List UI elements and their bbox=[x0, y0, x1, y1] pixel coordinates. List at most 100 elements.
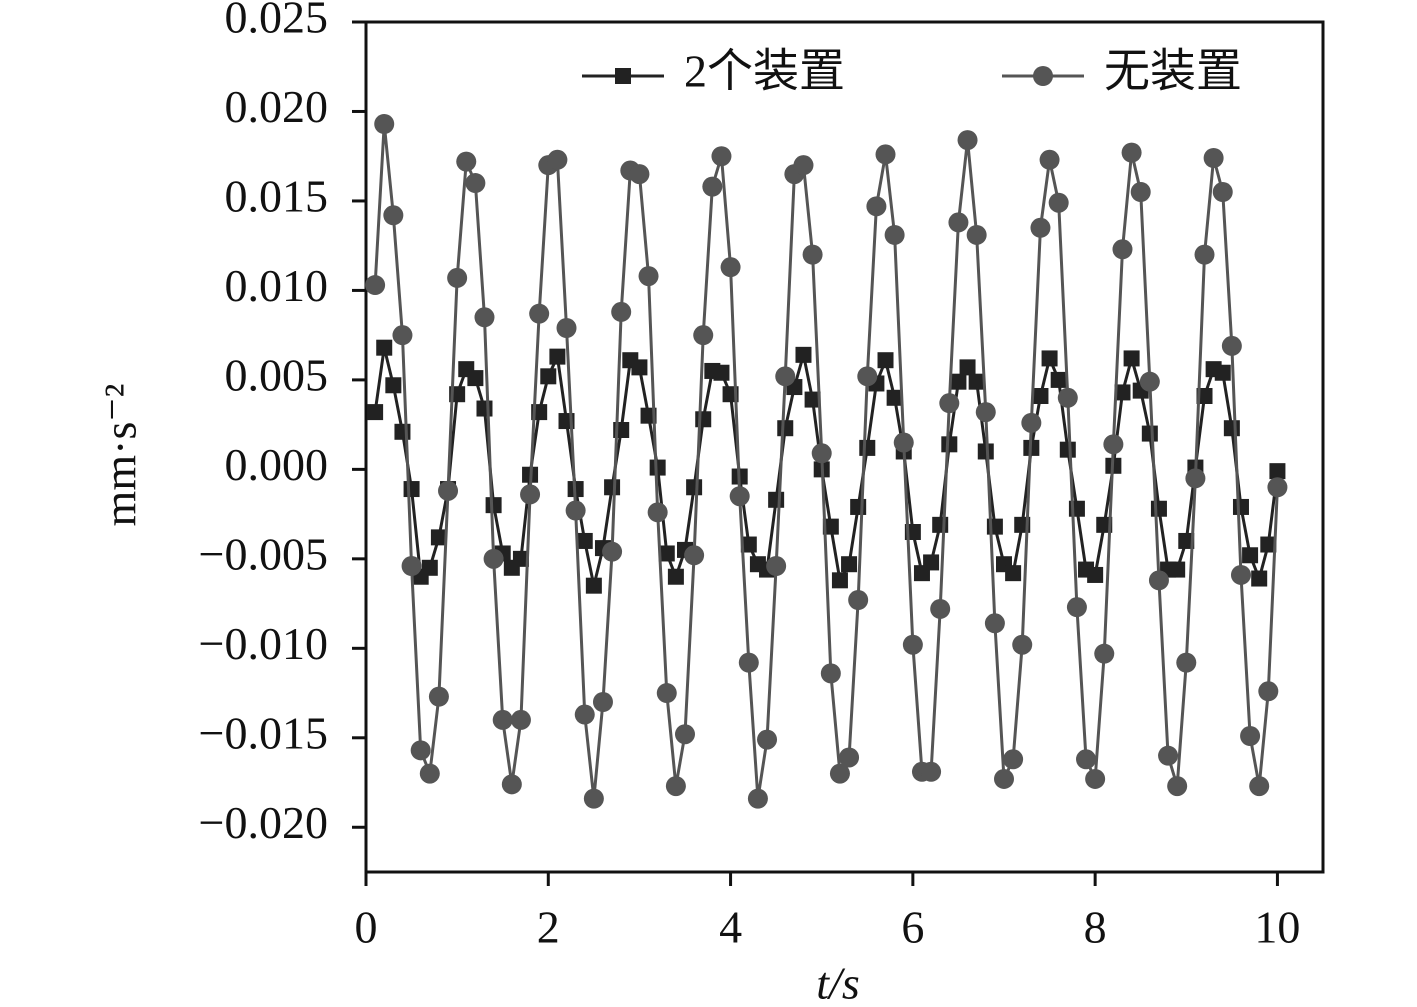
data-point bbox=[520, 484, 541, 505]
data-point bbox=[1032, 388, 1049, 404]
data-point bbox=[768, 491, 785, 508]
data-point bbox=[875, 144, 896, 165]
data-point bbox=[1260, 536, 1277, 553]
data-point bbox=[1003, 749, 1024, 770]
data-point bbox=[492, 709, 513, 730]
data-point bbox=[1214, 364, 1231, 381]
data-point bbox=[1212, 182, 1233, 202]
data-point bbox=[738, 652, 759, 673]
data-point bbox=[693, 325, 714, 346]
data-point bbox=[576, 532, 593, 549]
data-point bbox=[665, 776, 686, 797]
x-tick-label: 6 bbox=[901, 902, 924, 953]
data-point bbox=[775, 366, 796, 387]
data-point bbox=[385, 377, 402, 394]
data-point bbox=[401, 556, 422, 576]
data-point bbox=[841, 556, 858, 573]
data-point bbox=[675, 724, 695, 745]
data-point bbox=[820, 663, 841, 684]
plot-frame bbox=[364, 20, 1325, 874]
data-point bbox=[1230, 564, 1251, 585]
data-point bbox=[959, 359, 976, 376]
data-point bbox=[365, 275, 386, 296]
data-point bbox=[1158, 745, 1179, 766]
data-point bbox=[777, 420, 794, 437]
data-point bbox=[565, 500, 586, 521]
y-tick-label: −0.015 bbox=[199, 707, 328, 758]
data-point bbox=[556, 318, 577, 338]
data-point bbox=[585, 577, 602, 594]
data-point bbox=[392, 325, 413, 346]
data-point bbox=[438, 480, 459, 501]
data-point bbox=[1203, 148, 1224, 168]
legend-marker bbox=[615, 68, 631, 84]
x-tick-label: 0 bbox=[355, 902, 378, 953]
data-point bbox=[877, 352, 894, 369]
data-point bbox=[795, 346, 812, 363]
x-axis-label: t/s bbox=[816, 958, 859, 1007]
data-point bbox=[1148, 570, 1169, 591]
data-point bbox=[1050, 371, 1067, 388]
series-line bbox=[373, 123, 1279, 799]
data-point bbox=[1258, 681, 1279, 702]
data-point bbox=[884, 224, 905, 245]
x-tick-label: 10 bbox=[1254, 902, 1300, 953]
data-point bbox=[975, 402, 996, 423]
data-point bbox=[485, 497, 502, 514]
data-point bbox=[1169, 561, 1186, 578]
data-point bbox=[923, 554, 940, 571]
data-point bbox=[1039, 149, 1060, 170]
data-point bbox=[430, 529, 447, 546]
data-point bbox=[977, 443, 994, 460]
data-point bbox=[1267, 477, 1288, 498]
data-point bbox=[1041, 350, 1058, 367]
data-point bbox=[1240, 726, 1261, 746]
data-point bbox=[512, 550, 529, 567]
data-point bbox=[839, 747, 860, 768]
data-point bbox=[684, 545, 705, 566]
data-point bbox=[1059, 441, 1076, 458]
data-point bbox=[757, 729, 778, 750]
data-point bbox=[501, 774, 522, 795]
data-point bbox=[658, 545, 675, 562]
data-point bbox=[766, 556, 787, 576]
data-point bbox=[1139, 371, 1160, 392]
data-point bbox=[1085, 768, 1106, 789]
data-point bbox=[984, 613, 1005, 634]
data-point bbox=[1048, 192, 1069, 213]
data-point bbox=[1012, 634, 1033, 655]
data-point bbox=[456, 151, 477, 172]
series-line bbox=[373, 347, 1279, 587]
data-point bbox=[1066, 597, 1087, 618]
data-point bbox=[574, 704, 595, 725]
data-point bbox=[1057, 387, 1078, 408]
data-point bbox=[647, 502, 668, 523]
x-tick-label: 4 bbox=[719, 902, 742, 953]
data-point bbox=[374, 114, 395, 134]
data-point bbox=[848, 590, 869, 610]
data-point bbox=[403, 481, 420, 498]
data-point bbox=[656, 683, 677, 704]
data-point bbox=[1121, 142, 1142, 163]
data-point bbox=[1021, 412, 1042, 433]
data-point bbox=[529, 303, 550, 324]
data-point bbox=[1112, 239, 1133, 260]
data-point bbox=[1269, 463, 1286, 480]
data-point bbox=[638, 266, 659, 287]
y-tick-label: 0.025 bbox=[225, 0, 329, 43]
data-point bbox=[447, 267, 468, 288]
data-point bbox=[1251, 570, 1268, 587]
data-point bbox=[474, 307, 495, 328]
data-point bbox=[421, 559, 438, 576]
data-point bbox=[994, 768, 1014, 789]
data-point bbox=[1141, 425, 1158, 442]
y-tick-label: 0.020 bbox=[225, 81, 329, 132]
y-axis-label: mm·s⁻² bbox=[95, 384, 146, 527]
data-point bbox=[465, 173, 486, 194]
data-point bbox=[1150, 500, 1167, 517]
data-point bbox=[866, 196, 887, 217]
data-point bbox=[1076, 749, 1097, 770]
data-point bbox=[383, 205, 404, 226]
data-point bbox=[1123, 350, 1140, 367]
